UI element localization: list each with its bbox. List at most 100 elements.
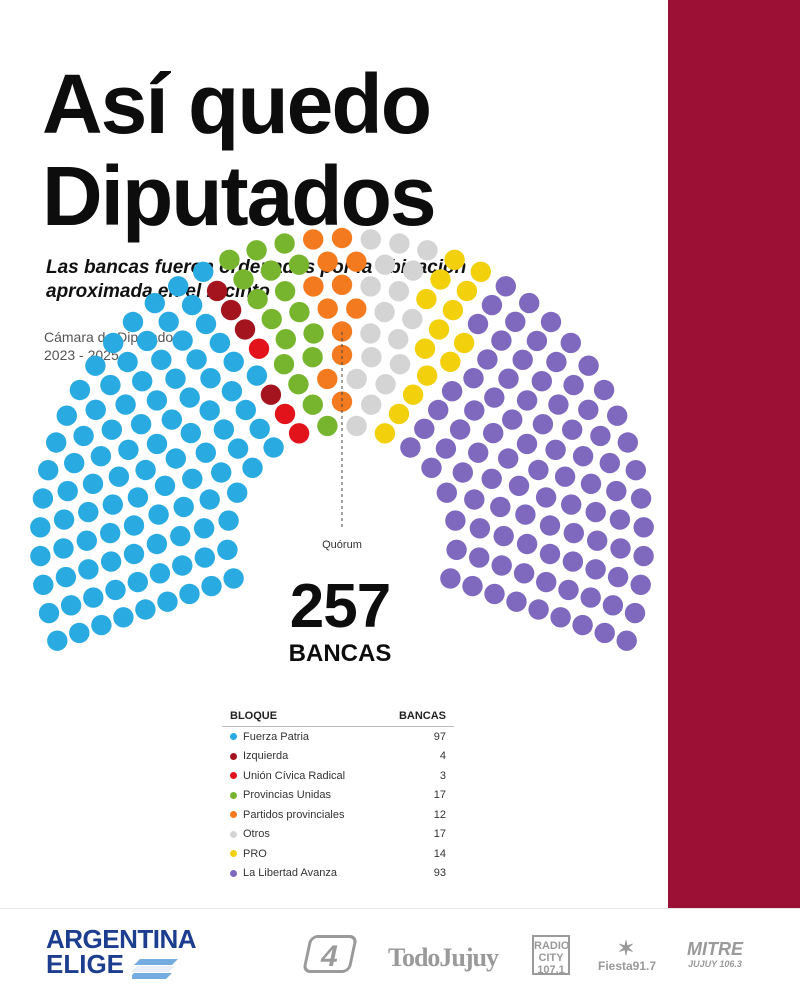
seat [193,518,215,539]
seat [491,555,512,576]
seat [374,254,396,275]
legend-dot-icon [230,830,237,838]
seat [30,545,51,567]
seat [206,280,228,302]
legend-row: Provincias Unidas 17 [222,786,454,806]
seat [346,251,367,272]
seat [221,381,243,402]
seat [69,622,90,644]
legend-bloc-name: Otros [243,828,270,841]
argentina-elige-logo: ARGENTINA ELIGE [46,926,197,979]
seat [435,438,457,459]
seat [493,525,514,547]
seat [217,539,238,560]
seats-group [30,227,654,651]
seat [211,462,232,483]
seat [594,622,615,644]
argentina-elige-line-2: ELIGE [46,949,125,979]
seat [528,599,549,620]
seat [477,349,498,370]
seat [302,394,323,415]
seat [441,381,463,402]
mitre-label: MITRE [687,939,743,959]
seat [201,575,222,597]
seat [630,574,651,595]
seat [157,591,178,612]
seat [55,566,77,588]
seat [467,313,489,335]
seat [53,538,74,559]
seat [444,249,465,270]
fiesta-label: Fiesta91.7 [598,959,657,973]
seat [546,351,567,373]
seat [526,330,548,352]
seat [602,595,624,616]
legend-row: Partidos provinciales 12 [222,805,454,825]
legend-header-bloc: BLOQUE [230,710,278,722]
seat [346,415,367,437]
seat [531,371,552,392]
seat [400,437,421,458]
seat [223,351,244,372]
seat [288,423,310,444]
seat [248,338,270,359]
radio-city-logo: RADIO CITY 107.1 [532,935,570,976]
seat [430,269,451,290]
seat [127,571,148,593]
seat [227,482,248,503]
seat [464,400,485,421]
seat [360,276,381,297]
seat [572,614,593,636]
seat [242,457,263,478]
seat [127,487,149,508]
seat [60,595,82,616]
quorum-label: Quórum [322,539,362,551]
seat [609,509,631,530]
seat [172,330,193,351]
seat [123,543,145,565]
seat [587,530,608,551]
seat [436,482,457,503]
seat [331,321,353,342]
legend-bloc-name: Provincias Unidas [243,789,332,802]
seat [135,459,156,481]
legend-dot-icon [230,752,237,760]
seat [495,276,516,297]
mitre-logo: MITRE JUJUY 106.3 [680,939,750,969]
seat [57,480,78,502]
seat [532,414,554,435]
seat [562,551,584,572]
seat [30,517,51,538]
legend-row: La Libertad Avanza 93 [222,864,454,884]
legend-table: BLOQUE BANCAS Fuerza Patria 97 Izquierda 4 U… [222,704,454,896]
seat [388,281,410,302]
seat [516,390,538,411]
seat [118,439,139,460]
seat [540,311,562,333]
seat [563,522,584,544]
seat [53,509,75,530]
seat [470,261,491,282]
seat [303,276,324,297]
seat [235,399,256,421]
seat [132,371,153,392]
legend-bloc-name: La Libertad Avanza [243,867,337,880]
legend-dot-icon [230,811,237,819]
seat [331,274,353,295]
seat [73,425,94,447]
seat [179,387,200,408]
seat [374,423,396,444]
seat [578,355,599,376]
seat [82,473,104,494]
seat [550,607,571,628]
legend-rows: Fuerza Patria 97 Izquierda 4 Unión Cívica Ra… [222,727,454,883]
seat [135,599,156,620]
seat [468,442,489,463]
seat [193,261,214,282]
seat [491,330,512,351]
seat [303,323,324,344]
seat [463,368,484,389]
seat [274,233,295,254]
seat [303,229,324,250]
seat [505,311,526,332]
